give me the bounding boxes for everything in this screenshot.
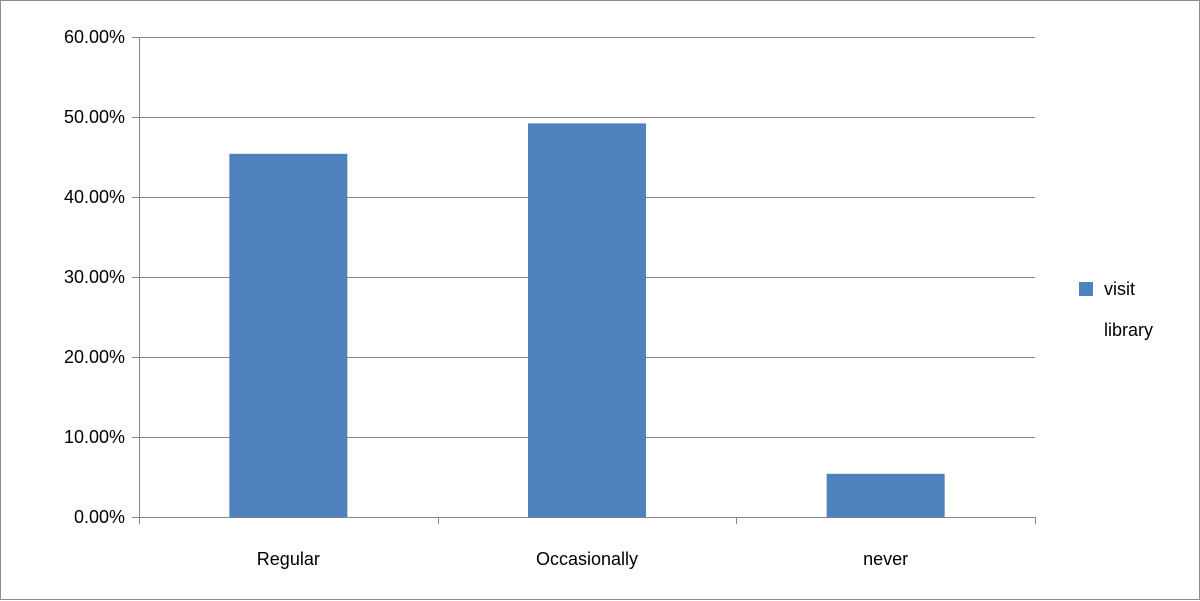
bar-regular <box>229 153 348 518</box>
x-tick-label: never <box>863 549 908 569</box>
legend-swatch <box>1079 282 1093 296</box>
x-tick-label: Occasionally <box>536 549 638 569</box>
y-tick-labels: 0.00% 10.00% 20.00% 30.00% 40.00% 50.00% 60.00… <box>64 27 125 527</box>
y-tick-label: 0.00% <box>74 507 125 527</box>
legend: visit library <box>1079 279 1153 340</box>
x-tick-labels: Regular Occasionally never <box>257 549 908 569</box>
y-tick-label: 30.00% <box>64 267 125 287</box>
x-tick-label: Regular <box>257 549 320 569</box>
axes <box>139 37 1036 524</box>
legend-label-line-2: library <box>1104 320 1153 340</box>
y-tick-label: 40.00% <box>64 187 125 207</box>
y-tick-label: 60.00% <box>64 27 125 47</box>
bars <box>229 123 945 518</box>
y-tick-label: 50.00% <box>64 107 125 127</box>
y-tick-label: 20.00% <box>64 347 125 367</box>
bar-never <box>826 473 945 517</box>
y-tick-label: 10.00% <box>64 427 125 447</box>
bar-occasionally <box>528 123 646 518</box>
legend-label-line-1: visit <box>1104 279 1135 299</box>
